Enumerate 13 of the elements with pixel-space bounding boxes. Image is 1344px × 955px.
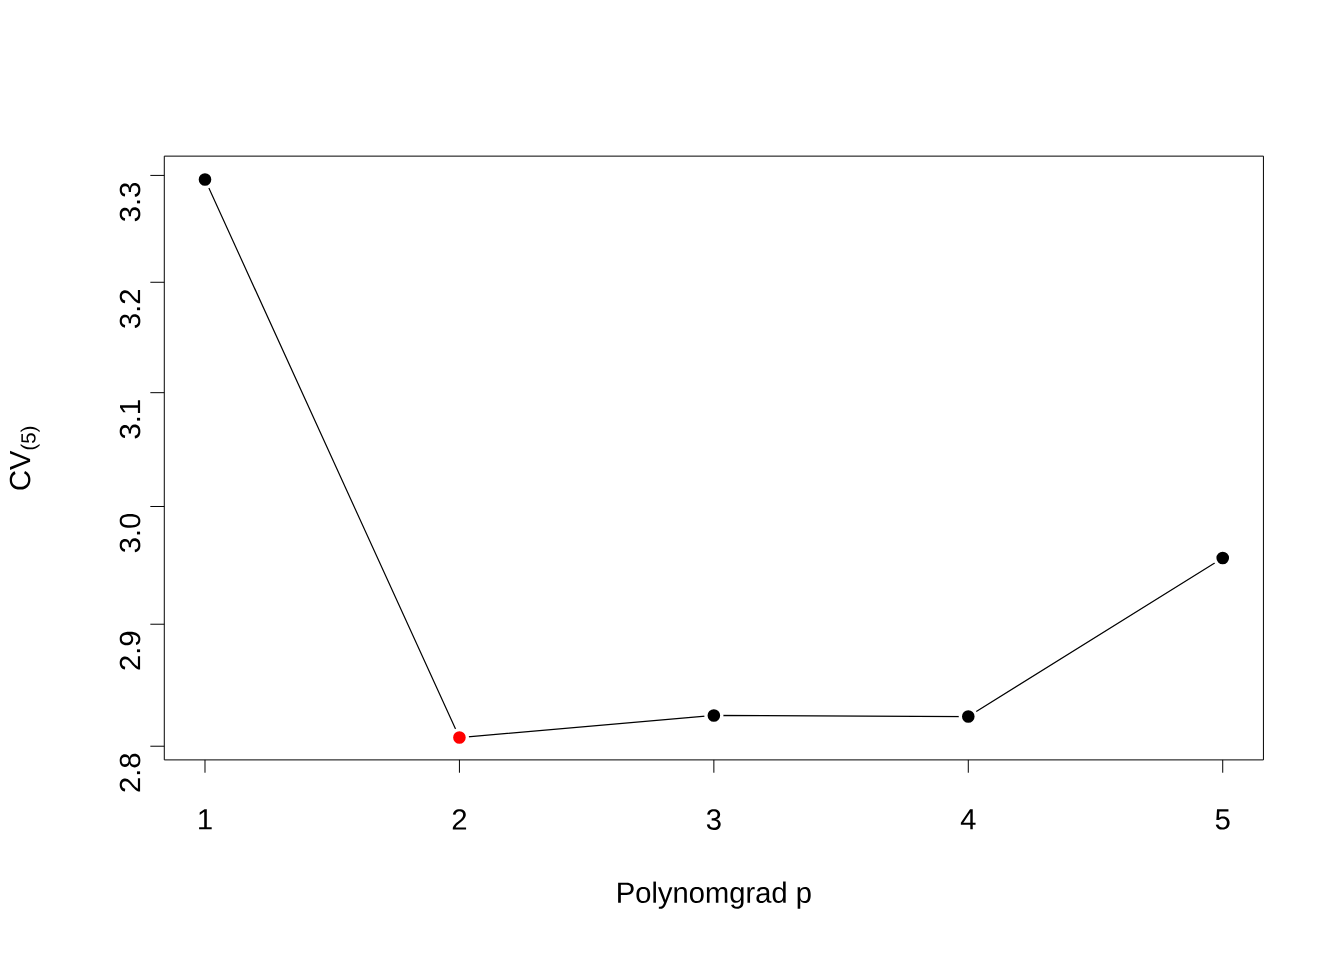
- y-tick-label: 3.1: [119, 400, 141, 439]
- y-tick-label: 2.8: [119, 753, 141, 792]
- x-tick-label: 2: [452, 809, 467, 830]
- x-axis-title: Polynomgrad p: [618, 881, 811, 909]
- y-axis-title: CV$_{(5)}$: [9, 426, 40, 490]
- y-tick-label: 3.0: [119, 513, 141, 553]
- x-tick-label: 3: [706, 809, 721, 830]
- x-tick-label: 5: [1215, 809, 1230, 830]
- y-tick-label: 3.3: [119, 182, 141, 222]
- x-tick-label: 4: [960, 809, 976, 830]
- x-tick-label: 1: [199, 809, 212, 830]
- y-tick-label: 3.2: [119, 290, 141, 329]
- y-tick-label: 2.9: [119, 631, 141, 670]
